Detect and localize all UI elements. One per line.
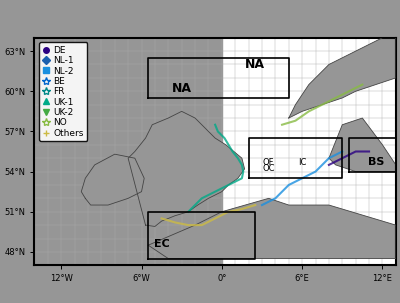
Text: NA: NA — [245, 58, 265, 71]
Polygon shape — [128, 111, 244, 226]
Text: BS: BS — [368, 157, 384, 167]
Text: NA: NA — [172, 82, 192, 95]
Polygon shape — [81, 154, 144, 205]
Polygon shape — [148, 198, 396, 258]
Polygon shape — [329, 118, 396, 171]
Legend: DE, NL-1, NL-2, BE, FR, UK-1, UK-2, NO, Others: DE, NL-1, NL-2, BE, FR, UK-1, UK-2, NO, … — [39, 42, 87, 141]
Text: EC: EC — [154, 239, 170, 249]
Polygon shape — [34, 38, 222, 265]
Text: OC: OC — [262, 164, 275, 173]
Text: OF: OF — [263, 158, 274, 167]
Text: IC: IC — [298, 158, 306, 167]
Polygon shape — [289, 38, 396, 118]
